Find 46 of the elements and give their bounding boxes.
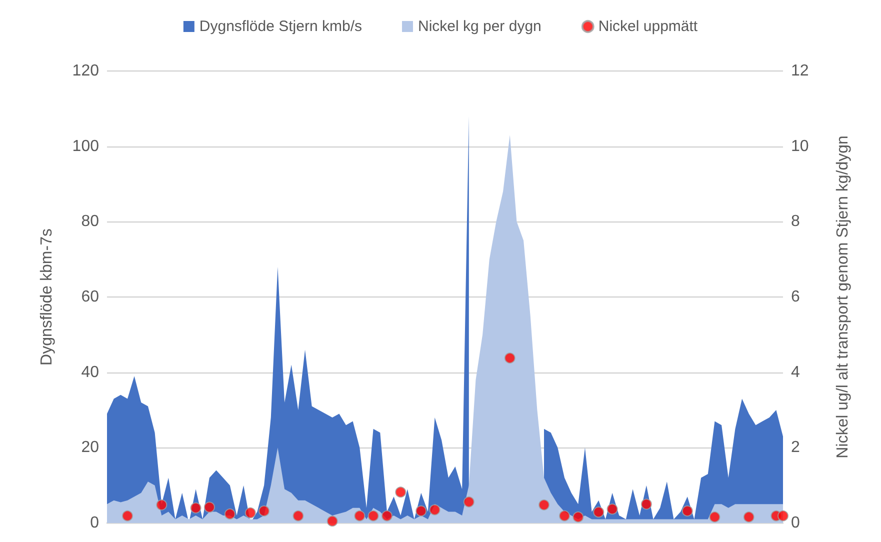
point	[640, 498, 652, 510]
y-tick-label: 40	[81, 364, 100, 381]
y2-tick-label: 8	[791, 213, 800, 230]
point	[593, 506, 604, 518]
point	[538, 499, 550, 510]
y2-tick-label: 10	[791, 138, 809, 155]
point	[709, 511, 720, 522]
point	[156, 499, 168, 510]
y-tick-label: 20	[81, 439, 100, 456]
point	[463, 496, 474, 508]
point	[381, 510, 392, 522]
point	[572, 511, 584, 522]
point	[778, 510, 788, 522]
y-tick-label: 0	[90, 514, 100, 532]
y-tick-label: 80	[81, 213, 100, 230]
point	[258, 505, 270, 516]
point	[743, 511, 754, 522]
point	[682, 505, 693, 516]
y2-axis-title: Nickel ug/l alt transport genom Stjern kg/dygn	[834, 136, 852, 458]
y2-tick-label: 2	[791, 439, 800, 456]
y-tick-label: 60	[81, 288, 100, 306]
point	[416, 505, 427, 516]
point	[326, 516, 338, 527]
point	[122, 510, 133, 522]
point	[368, 510, 379, 522]
point	[204, 502, 215, 513]
legend-label: Dygnsflöde Stjern kmb/s	[199, 18, 362, 35]
point	[354, 510, 366, 522]
point	[559, 510, 570, 522]
point	[244, 507, 256, 518]
y2-tick-label: 6	[791, 288, 800, 306]
point	[190, 502, 202, 514]
y-tick-label: 120	[72, 62, 100, 80]
legend-label: Nickel kg per dygn	[418, 18, 542, 35]
y-axis-title: Dygnsflöde kbm-7s	[38, 228, 56, 366]
point	[429, 504, 440, 516]
point	[395, 486, 406, 498]
y2-tick-label: 0	[791, 514, 800, 532]
point	[504, 352, 516, 364]
y2-tick-label: 4	[791, 364, 800, 381]
point	[292, 510, 304, 522]
y2-tick-label: 12	[791, 62, 809, 80]
y-tick-label: 100	[72, 138, 100, 155]
legend-label: Nickel uppmätt	[598, 18, 698, 35]
point	[224, 508, 236, 520]
point	[606, 504, 618, 515]
